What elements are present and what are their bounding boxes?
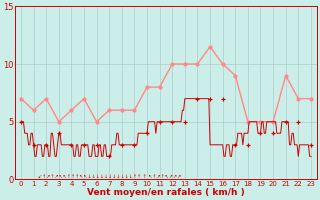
X-axis label: Vent moyen/en rafales ( km/h ): Vent moyen/en rafales ( km/h ) <box>87 188 245 197</box>
Text: ↙↑↗↑↗↖↖↑↑↑↖↖↓↓↓↓↓↓↓↓↓↓↓↑↑ ↑ ↖↑↗↑↖↗↗↗: ↙↑↗↑↗↖↖↑↑↑↖↖↓↓↓↓↓↓↓↓↓↓↓↑↑ ↑ ↖↑↗↑↖↗↗↗ <box>38 173 182 178</box>
